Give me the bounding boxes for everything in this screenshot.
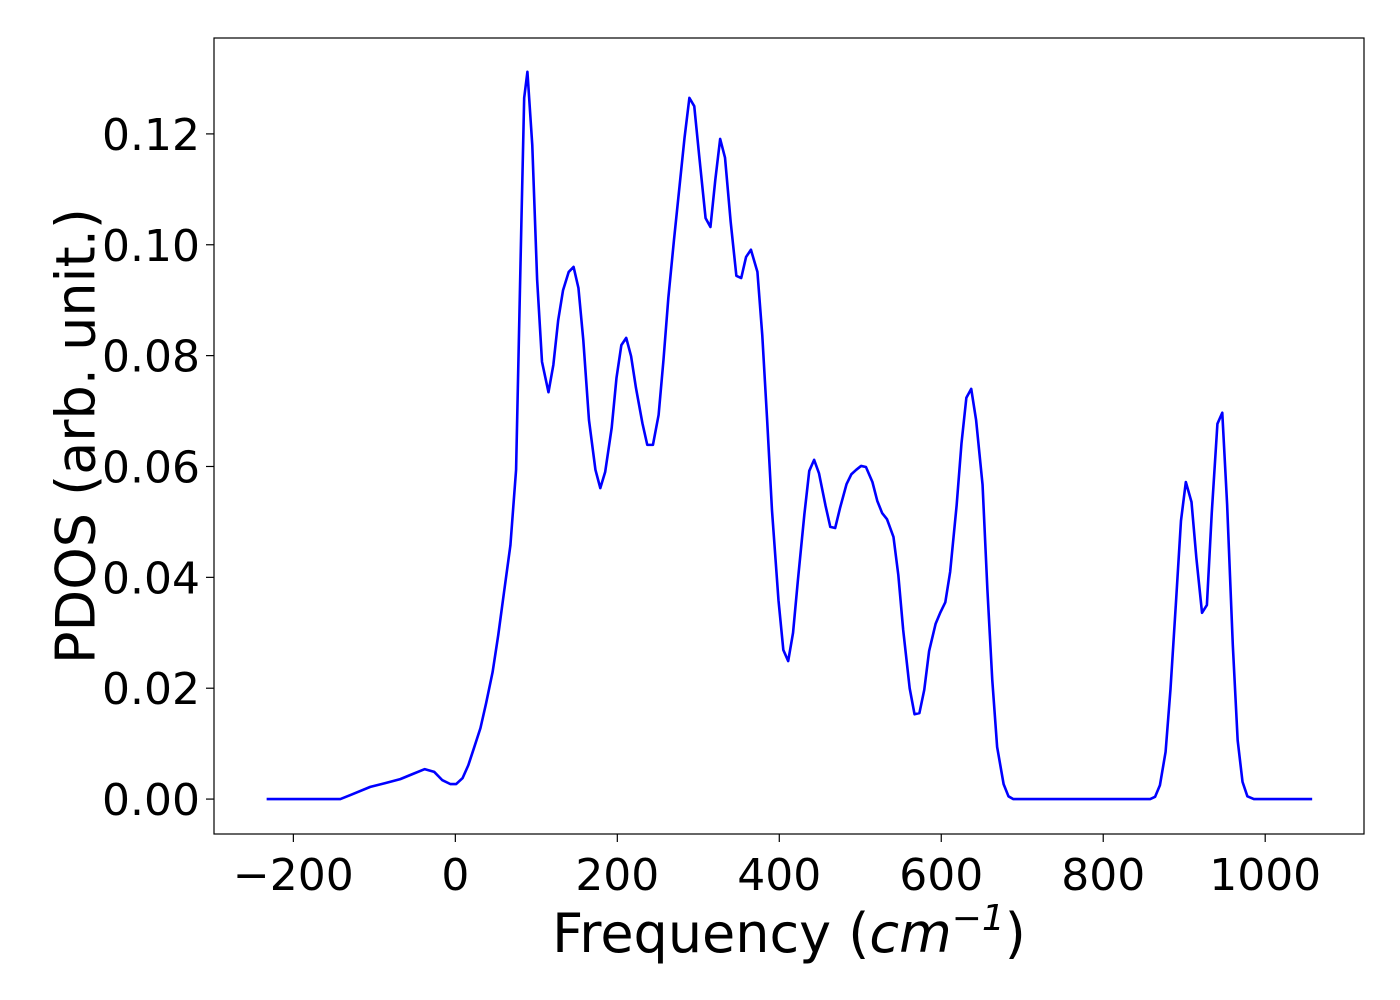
x-tick-label: 600 xyxy=(899,850,983,901)
y-tick-label: 0.04 xyxy=(102,553,200,604)
y-tick-label: 0.10 xyxy=(102,221,200,272)
x-axis-label: Frequency (cm−1) xyxy=(552,898,1026,965)
y-axis-label: PDOS (arb. unit.) xyxy=(45,208,108,664)
x-tick-label: 800 xyxy=(1061,850,1145,901)
x-axis-label-part: Frequency ( xyxy=(552,902,869,965)
x-tick-label: 1000 xyxy=(1209,850,1321,901)
x-axis-label-part: ) xyxy=(1005,902,1026,965)
line xyxy=(266,70,1313,801)
y-tick-label: 0.00 xyxy=(102,775,200,826)
plot-frame xyxy=(213,37,1365,835)
y-tick-label: 0.08 xyxy=(102,332,200,383)
x-axis-label-part: cm xyxy=(869,902,951,965)
x-axis-label-part: −1 xyxy=(952,898,1005,939)
y-tick-label: 0.12 xyxy=(102,110,200,161)
x-tick-label: 200 xyxy=(575,850,659,901)
x-tick-label: 400 xyxy=(737,850,821,901)
x-tick-label: 0 xyxy=(441,850,469,901)
y-tick-label: 0.02 xyxy=(102,664,200,715)
x-tick-label: −200 xyxy=(233,850,354,901)
y-tick-label: 0.06 xyxy=(102,442,200,493)
